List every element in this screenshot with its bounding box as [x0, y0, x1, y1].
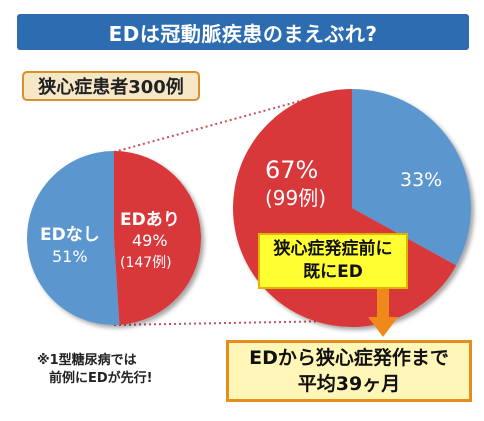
- small-pie: [27, 151, 202, 325]
- pie-slice-no-ed: [27, 151, 120, 325]
- label-no-ed: EDなし: [40, 225, 100, 245]
- callout-yellow-line1: 狭心症発症前に: [273, 239, 393, 259]
- pie-slice-other: [352, 89, 471, 266]
- connector-line-bottom: [113, 320, 341, 326]
- callout-orange-line1: EDから狭心症発作まで: [249, 347, 449, 369]
- down-arrow-icon: [368, 289, 398, 337]
- label-ed-percent: 49%: [132, 231, 168, 250]
- title-banner: EDは冠動脈疾患のまえぶれ?: [17, 14, 469, 50]
- footnote: ※1型糖尿病では 前例にEDが先行!: [37, 352, 217, 388]
- callout-yellow-line2: 既にED: [303, 262, 363, 282]
- callout-average-months: EDから狭心症発作まで 平均39ヶ月: [226, 340, 472, 402]
- footnote-line1: ※1型糖尿病では: [37, 353, 137, 368]
- label-ed: EDあり: [120, 210, 180, 230]
- label-no-ed-percent: 51%: [52, 247, 88, 266]
- label-99-count: (99例): [265, 186, 326, 210]
- callout-ed-before-angina: 狭心症発症前に 既にED: [258, 233, 408, 289]
- footnote-line2: 前例にEDが先行!: [49, 371, 153, 386]
- label-67-percent: 67%: [265, 156, 318, 184]
- sample-size-label: 狭心症患者300例: [22, 71, 200, 101]
- label-33-percent: 33%: [400, 169, 442, 191]
- callout-orange-line2: 平均39ヶ月: [297, 373, 401, 395]
- pie-slice-ed: [114, 151, 202, 325]
- label-ed-count: (147例): [120, 255, 172, 271]
- banner-title: EDは冠動脈疾患のまえぶれ?: [108, 21, 378, 46]
